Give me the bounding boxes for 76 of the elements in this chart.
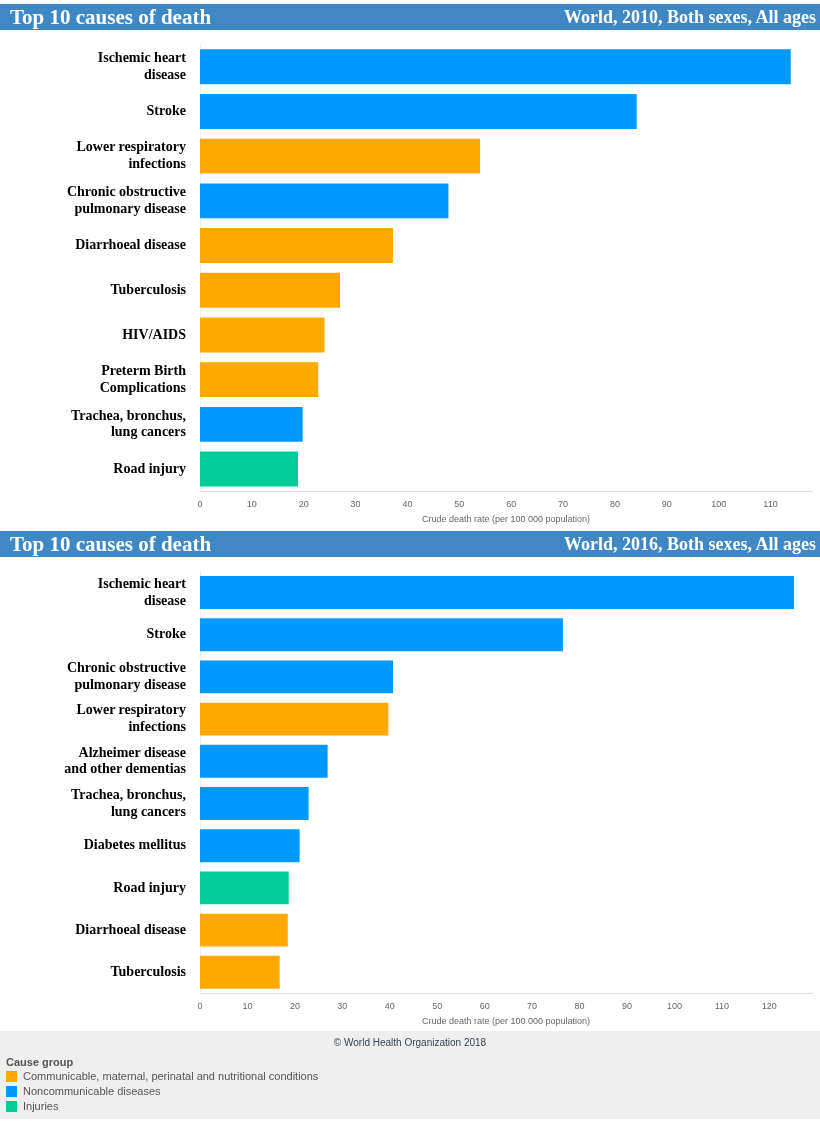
y-tick-label: Chronic obstructive pulmonary disease	[66, 184, 186, 216]
x-tick-label: 50	[432, 1001, 443, 1012]
x-tick-label: 80	[574, 1001, 585, 1012]
legend-title: Cause group	[6, 1056, 74, 1068]
x-tick-label: 10	[242, 1001, 253, 1012]
x-tick-label: 30	[350, 499, 361, 510]
y-tick-label: Diarrhoeal disease	[75, 921, 186, 937]
x-tick-label: 20	[289, 1001, 300, 1012]
text: © World Health Organization 2018	[332, 1037, 488, 1048]
x-tick-label: 40	[402, 499, 413, 510]
y-tick-label: Lower respiratory infections	[76, 702, 187, 735]
x-tick-label: 70	[527, 1001, 538, 1012]
x-tick-label: 110	[763, 499, 778, 510]
bar	[200, 576, 794, 609]
y-tick-label: Diabetes mellitus	[83, 837, 187, 853]
x-tick-label: 10	[246, 499, 257, 510]
y-tick-label: Road injury	[113, 460, 186, 476]
bar	[200, 955, 280, 989]
bar	[200, 702, 389, 736]
x-tick-label: 40	[384, 1001, 395, 1012]
x-tick-label: 80	[609, 499, 620, 510]
x-tick-label: 90	[661, 499, 672, 510]
x-tick-label: 0	[197, 1001, 203, 1012]
x-tick-label: 20	[298, 499, 309, 510]
bar	[200, 451, 299, 487]
y-tick-label: Tuberculosis	[110, 281, 187, 297]
x-tick-label: 70	[558, 499, 569, 510]
bar	[200, 871, 289, 905]
x-axis-title: Crude death rate (per 100 000 population)	[421, 1016, 591, 1027]
y-tick-label: Stroke	[146, 626, 186, 642]
bar	[200, 272, 341, 308]
chart-title: Top 10 causes of death	[10, 4, 212, 30]
x-tick-label: 90	[621, 1001, 632, 1012]
legend-label: Communicable, maternal, perinatal and nutritional conditions	[23, 1070, 319, 1082]
bar	[200, 362, 319, 398]
y-tick-label: Ischemic heart disease	[97, 49, 187, 82]
x-tick-label: 60	[479, 1001, 490, 1012]
y-tick-label: HIV/AIDS	[122, 326, 187, 342]
y-tick-label: Ischemic heart disease	[97, 575, 187, 608]
x-tick-label: 0	[197, 499, 203, 510]
bar	[200, 406, 303, 442]
y-tick-label: Road injury	[113, 879, 186, 895]
bar	[200, 744, 328, 778]
bar	[200, 228, 393, 263]
bar	[200, 787, 309, 820]
bar	[200, 138, 481, 174]
y-tick-label: Trachea, bronchus, lung cancers	[71, 407, 187, 440]
y-tick-label: Tuberculosis	[110, 963, 187, 979]
bar	[200, 618, 563, 652]
x-tick-label: 100	[711, 499, 727, 510]
x-tick-label: 120	[761, 1001, 777, 1012]
bar	[200, 660, 394, 694]
y-tick-label: Trachea, bronchus, lung cancers	[71, 786, 187, 819]
y-tick-label: Stroke	[146, 103, 186, 119]
chart-subtitle: World, 2010, Both sexes, All ages	[563, 6, 816, 28]
x-tick-label: 100	[666, 1001, 682, 1012]
x-tick-label: 30	[337, 1001, 348, 1012]
y-tick-label: Diarrhoeal disease	[75, 237, 186, 253]
bar	[200, 913, 288, 947]
y-tick-label: Alzheimer disease and other dementias	[64, 744, 187, 777]
legend-label: Noncommunicable diseases	[23, 1085, 161, 1097]
x-tick-label: 60	[506, 499, 517, 510]
y-tick-label: Preterm Birth Complications	[99, 362, 187, 395]
x-tick-label: 50	[454, 499, 465, 510]
y-tick-label: Chronic obstructive pulmonary disease	[66, 660, 186, 692]
bar	[200, 94, 637, 129]
x-axis-title: Crude death rate (per 100 000 population)	[421, 514, 591, 525]
bar	[200, 49, 791, 85]
bar	[200, 317, 325, 353]
legend-label: Injuries	[23, 1100, 59, 1112]
x-tick-label: 110	[714, 1001, 730, 1012]
chart-title: Top 10 causes of death	[10, 531, 212, 557]
y-tick-label: Lower respiratory infections	[76, 139, 187, 172]
chart-subtitle: World, 2016, Both sexes, All ages	[563, 533, 816, 555]
bar	[200, 183, 449, 219]
bar	[200, 829, 300, 863]
